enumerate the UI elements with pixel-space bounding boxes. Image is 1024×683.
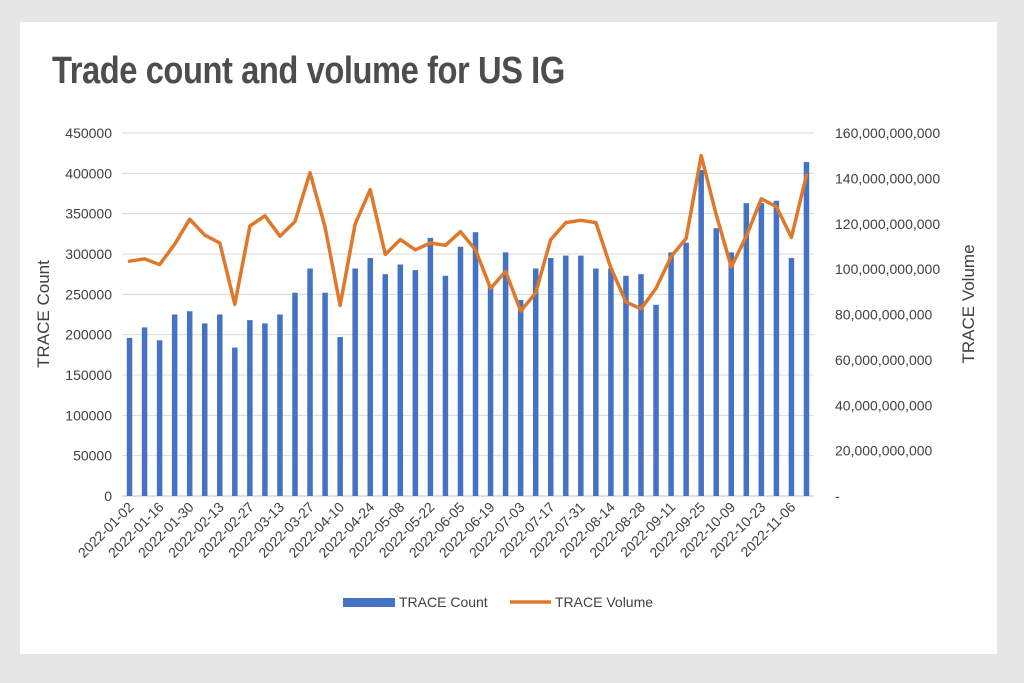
left-tick-label: 50000 xyxy=(73,448,112,464)
legend-swatch-trace-count xyxy=(343,598,395,607)
left-tick-label: 400000 xyxy=(65,165,112,181)
bar xyxy=(503,252,509,496)
right-tick-label: 40,000,000,000 xyxy=(835,397,933,413)
legend-label-trace-count: TRACE Count xyxy=(399,594,488,610)
bar xyxy=(713,228,719,496)
bar xyxy=(683,243,689,496)
right-tick-label: 60,000,000,000 xyxy=(835,352,933,368)
left-tick-label: 150000 xyxy=(65,367,112,383)
right-tick-label: 140,000,000,000 xyxy=(835,170,940,186)
left-axis-title: TRACE Count xyxy=(34,260,53,368)
legend: TRACE Count TRACE Volume xyxy=(343,594,653,610)
bar xyxy=(623,276,629,496)
left-tick-label: 350000 xyxy=(65,206,112,222)
right-tick-label: 100,000,000,000 xyxy=(835,261,940,277)
bar xyxy=(488,285,494,496)
bar xyxy=(428,238,434,496)
right-tick-label: 120,000,000,000 xyxy=(835,216,940,232)
bar xyxy=(458,247,464,496)
bar xyxy=(413,270,419,496)
bar xyxy=(804,162,810,496)
bar xyxy=(383,274,389,496)
bar xyxy=(473,232,479,496)
bar xyxy=(443,276,449,496)
bar xyxy=(774,201,780,496)
right-axis-ticks: - 20,000,000,000 40,000,000,000 60,000,000,… xyxy=(835,125,940,504)
bar xyxy=(548,258,554,496)
bar xyxy=(202,323,208,496)
bar xyxy=(352,269,358,496)
bar xyxy=(759,203,765,496)
line-series-trace-volume xyxy=(130,156,807,311)
right-tick-label: 80,000,000,000 xyxy=(835,307,933,323)
bar xyxy=(533,269,539,496)
bar xyxy=(698,170,704,496)
left-tick-label: 0 xyxy=(104,488,112,504)
left-tick-label: 200000 xyxy=(65,327,112,343)
right-tick-label: 160,000,000,000 xyxy=(835,125,940,141)
bar xyxy=(262,323,268,496)
bar xyxy=(232,348,238,496)
bar xyxy=(789,258,795,496)
bar xyxy=(322,293,328,496)
bar xyxy=(217,315,223,497)
left-tick-label: 100000 xyxy=(65,407,112,423)
bar xyxy=(307,269,313,496)
bar xyxy=(337,337,343,496)
bar xyxy=(593,269,599,496)
bar xyxy=(744,203,750,496)
bar xyxy=(653,305,659,496)
bar xyxy=(398,264,404,496)
bar xyxy=(172,315,178,497)
bar xyxy=(668,252,674,496)
bar xyxy=(578,256,584,496)
right-tick-label: 20,000,000,000 xyxy=(835,443,933,459)
legend-label-trace-volume: TRACE Volume xyxy=(555,594,653,610)
left-tick-label: 250000 xyxy=(65,286,112,302)
bar xyxy=(187,311,193,496)
bar xyxy=(292,293,298,496)
chart-area: 0 50000 100000 150000 200000 250000 300000 3500… xyxy=(0,0,1024,683)
bar xyxy=(127,338,132,496)
left-axis-ticks: 0 50000 100000 150000 200000 250000 300000 3500… xyxy=(65,125,112,504)
bar xyxy=(563,256,569,496)
x-axis-ticks: 2022-01-022022-01-162022-01-302022-02-13… xyxy=(75,499,799,561)
bar xyxy=(608,269,614,496)
bar xyxy=(729,252,735,496)
bar xyxy=(142,327,148,496)
bar xyxy=(277,315,283,497)
bar xyxy=(157,340,163,496)
bar xyxy=(367,258,373,496)
bar xyxy=(518,300,524,496)
bar xyxy=(247,320,253,496)
right-tick-label: - xyxy=(835,488,840,504)
left-tick-label: 300000 xyxy=(65,246,112,262)
left-tick-label: 450000 xyxy=(65,125,112,141)
bar-series-trace-count xyxy=(127,162,809,496)
right-axis-title: TRACE Volume xyxy=(959,244,978,363)
